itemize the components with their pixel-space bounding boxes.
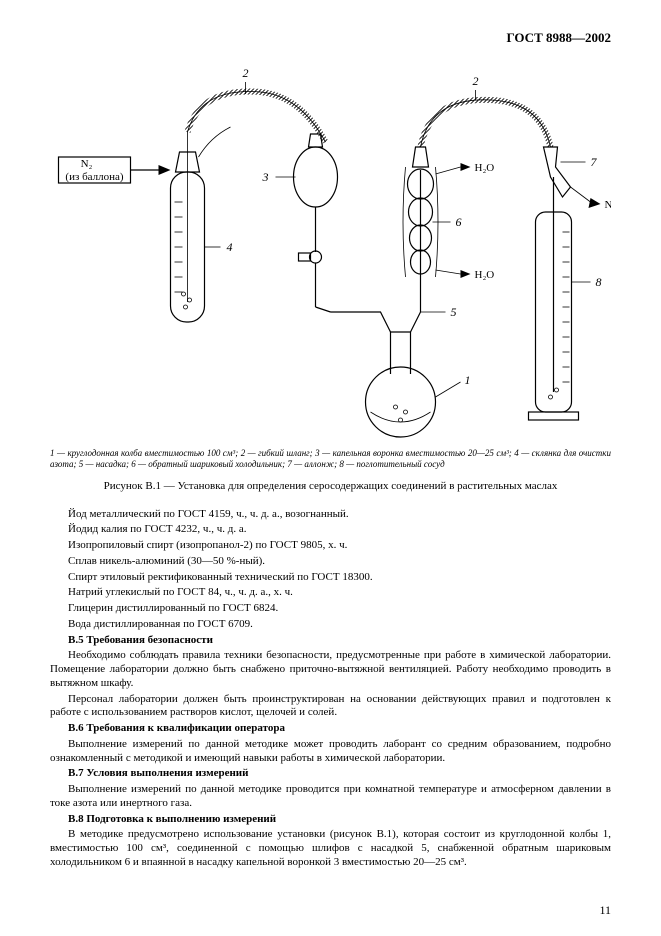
label-7: 7 (591, 155, 598, 169)
figure-legend: 1 — круглодонная колба вместимостью 100 … (50, 448, 611, 470)
reagent-line: Йод металлический по ГОСТ 4159, ч., ч. д… (50, 508, 611, 522)
section-b6-head: В.6 Требования к квалификации оператора (50, 722, 611, 736)
section-b8-p1: В методике предусмотрено использование у… (50, 828, 611, 869)
apparatus-figure: N₂ (из баллона) (50, 52, 611, 442)
section-b6-p1: Выполнение измерений по данной методике … (50, 738, 611, 766)
label-3: 3 (262, 170, 269, 184)
section-b5-p2: Персонал лаборатории должен быть проинст… (50, 693, 611, 721)
n2-inlet-sub: (из баллона) (65, 171, 123, 183)
n2-inlet-label: N₂ (81, 158, 93, 170)
section-b7-head: В.7 Условия выполнения измерений (50, 767, 611, 781)
reagent-line: Глицерин дистиллированный по ГОСТ 6824. (50, 602, 611, 616)
label-4: 4 (227, 240, 233, 254)
section-b5-p1: Необходимо соблюдать правила техники без… (50, 649, 611, 690)
body-text: Йод металлический по ГОСТ 4159, ч., ч. д… (50, 508, 611, 870)
label-6: 6 (456, 215, 462, 229)
reagent-line: Сплав никель-алюминий (30—50 %-ный). (50, 555, 611, 569)
label-2b: 2 (473, 74, 479, 88)
reagent-line: Натрий углекислый по ГОСТ 84, ч., ч. д. … (50, 586, 611, 600)
h2o-top: H₂O (475, 162, 495, 174)
reagent-line: Вода дистиллированная по ГОСТ 6709. (50, 618, 611, 632)
label-5: 5 (451, 305, 457, 319)
label-8: 8 (596, 275, 602, 289)
reagent-line: Йодид калия по ГОСТ 4232, ч., ч. д. а. (50, 523, 611, 537)
reagent-line: Спирт этиловый ректификованный техническ… (50, 571, 611, 585)
section-b5-head: В.5 Требования безопасности (50, 634, 611, 648)
reagent-line: Изопропиловый спирт (изопропанол-2) по Г… (50, 539, 611, 553)
figure-caption: Рисунок В.1 — Установка для определения … (50, 480, 611, 494)
section-b8-head: В.8 Подготовка к выполнению измерений (50, 813, 611, 827)
n2-out: N₂ (605, 199, 612, 211)
label-1: 1 (465, 373, 471, 387)
h2o-bottom: H₂O (475, 269, 495, 281)
document-id: ГОСТ 8988—2002 (50, 30, 611, 46)
page-number: 11 (599, 903, 611, 918)
label-2a: 2 (243, 66, 249, 80)
section-b7-p1: Выполнение измерений по данной методике … (50, 783, 611, 811)
